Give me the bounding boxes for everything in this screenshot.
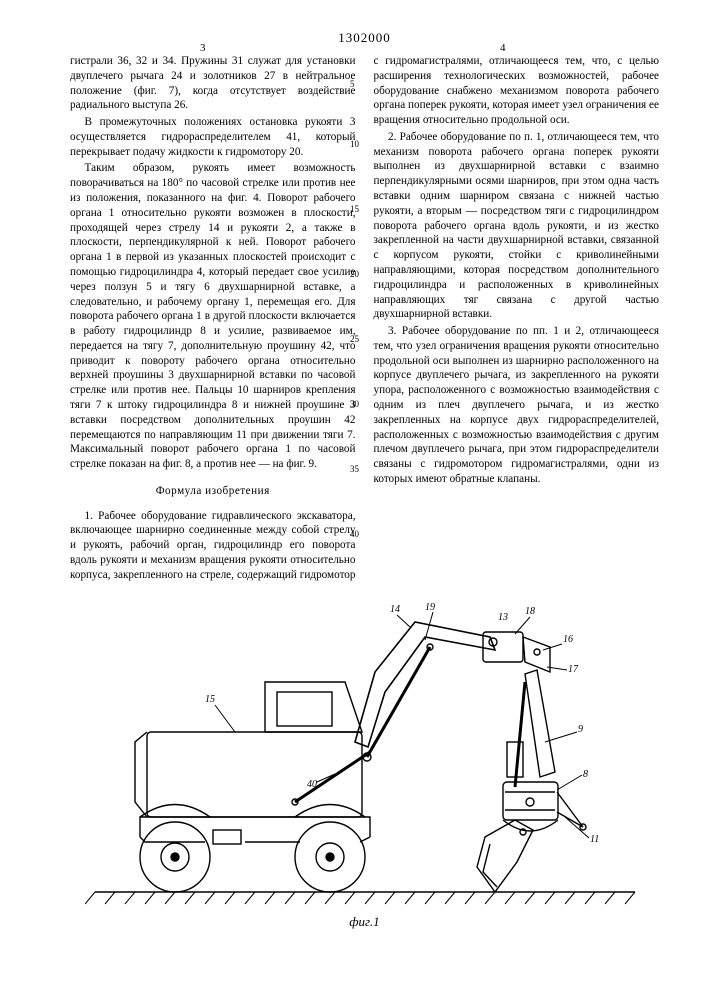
callout-15: 15: [205, 694, 215, 705]
figure-caption: фиг.1: [70, 914, 659, 930]
callout-9: 9: [578, 724, 583, 735]
callout-11: 11: [590, 834, 599, 845]
body-paragraph: гистрали 36, 32 и 34. Пружины 31 служат …: [70, 54, 356, 113]
text-columns: гистрали 36, 32 и 34. Пружины 31 служат …: [70, 54, 659, 584]
claims-heading: Формула изобретения: [70, 484, 356, 499]
callout-17: 17: [568, 664, 579, 675]
patent-page: 1302000 3 4 5 10 15 20 25 30 35 40 гистр…: [0, 0, 707, 1000]
callout-40: 40: [307, 779, 317, 790]
column-number-left: 3: [200, 42, 206, 54]
claim: 3. Рабочее оборудование по пп. 1 и 2, от…: [374, 324, 660, 487]
callout-14: 14: [390, 604, 400, 615]
callout-13: 13: [498, 612, 508, 623]
figure-1: 14 15 19 40 18 13 16 17 9 8 11: [70, 592, 659, 930]
callout-19: 19: [425, 602, 435, 613]
patent-number: 1302000: [70, 30, 659, 46]
claim: 2. Рабочее оборудование по п. 1, отличаю…: [374, 130, 660, 322]
callout-18: 18: [525, 606, 535, 617]
callout-8: 8: [583, 769, 588, 780]
callout-16: 16: [563, 634, 573, 645]
body-paragraph: Таким образом, рукоять имеет возможность…: [70, 161, 356, 471]
body-paragraph: В промежуточных положениях остановка рук…: [70, 115, 356, 159]
column-number-right: 4: [500, 42, 506, 54]
excavator-drawing: 14 15 19 40 18 13 16 17 9 8 11: [85, 592, 645, 912]
